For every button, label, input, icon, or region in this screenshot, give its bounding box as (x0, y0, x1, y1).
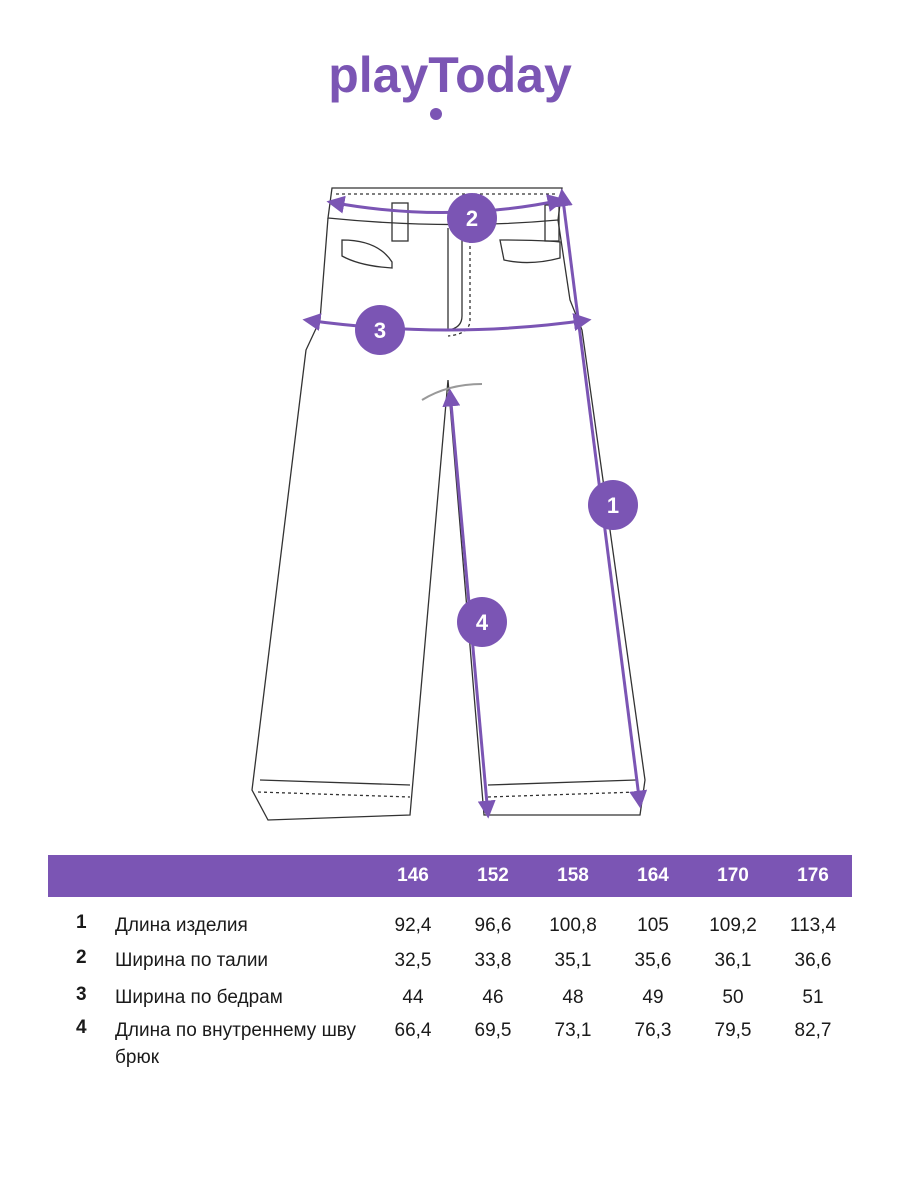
hip-line (302, 313, 592, 332)
waist-line (326, 194, 566, 214)
row-number: 4 (76, 1017, 87, 1038)
row-number: 1 (76, 912, 87, 933)
measure-markers: 2 3 1 4 (355, 193, 638, 647)
row-number: 2 (76, 947, 87, 968)
cell: 109,2 (709, 915, 757, 936)
cell: 36,1 (714, 950, 752, 971)
logo-text: playToday (328, 47, 572, 103)
cell: 66,4 (394, 1020, 432, 1041)
marker-2: 2 (466, 206, 478, 231)
logo-dot (430, 108, 442, 120)
size-header-row: 146 152 158 164 170 176 (48, 855, 852, 897)
row-label: Длина по внутреннему шву брюк (115, 1020, 356, 1068)
cell: 69,5 (474, 1020, 512, 1041)
marker-3: 3 (374, 318, 386, 343)
cell: 105 (637, 915, 669, 936)
cell: 82,7 (794, 1020, 832, 1041)
size-col-152: 152 (477, 865, 509, 886)
cell: 36,6 (794, 950, 832, 971)
row-label: Ширина по талии (115, 950, 269, 971)
cell: 96,6 (474, 915, 512, 936)
size-col-164: 164 (637, 865, 669, 886)
cell: 46 (482, 987, 504, 1008)
pants-outline (251, 187, 646, 821)
row-label: Длина изделия (115, 915, 248, 936)
cell: 44 (402, 987, 424, 1008)
cell: 51 (802, 987, 824, 1008)
row-number: 3 (76, 984, 87, 1005)
size-table: 146 152 158 164 170 176 1 Длина изделия … (48, 855, 852, 1068)
cell: 35,6 (634, 950, 672, 971)
cell: 49 (642, 987, 664, 1008)
cell: 35,1 (554, 950, 592, 971)
cell: 100,8 (549, 915, 597, 936)
pants-diagram: 2 3 1 4 (251, 187, 648, 821)
size-col-146: 146 (397, 865, 429, 886)
marker-1: 1 (607, 493, 619, 518)
cell: 33,8 (474, 950, 512, 971)
size-col-176: 176 (797, 865, 829, 886)
cell: 76,3 (634, 1020, 672, 1041)
cell: 50 (722, 987, 744, 1008)
cell: 73,1 (554, 1020, 592, 1041)
size-col-170: 170 (717, 865, 749, 886)
cell: 79,5 (714, 1020, 752, 1041)
cell: 32,5 (394, 950, 432, 971)
size-col-158: 158 (557, 865, 589, 886)
cell: 92,4 (394, 915, 432, 936)
row-label: Ширина по бедрам (115, 987, 283, 1008)
cell: 48 (562, 987, 584, 1008)
playtoday-logo: playToday (328, 47, 572, 120)
cell: 113,4 (789, 915, 837, 936)
marker-4: 4 (476, 610, 489, 635)
